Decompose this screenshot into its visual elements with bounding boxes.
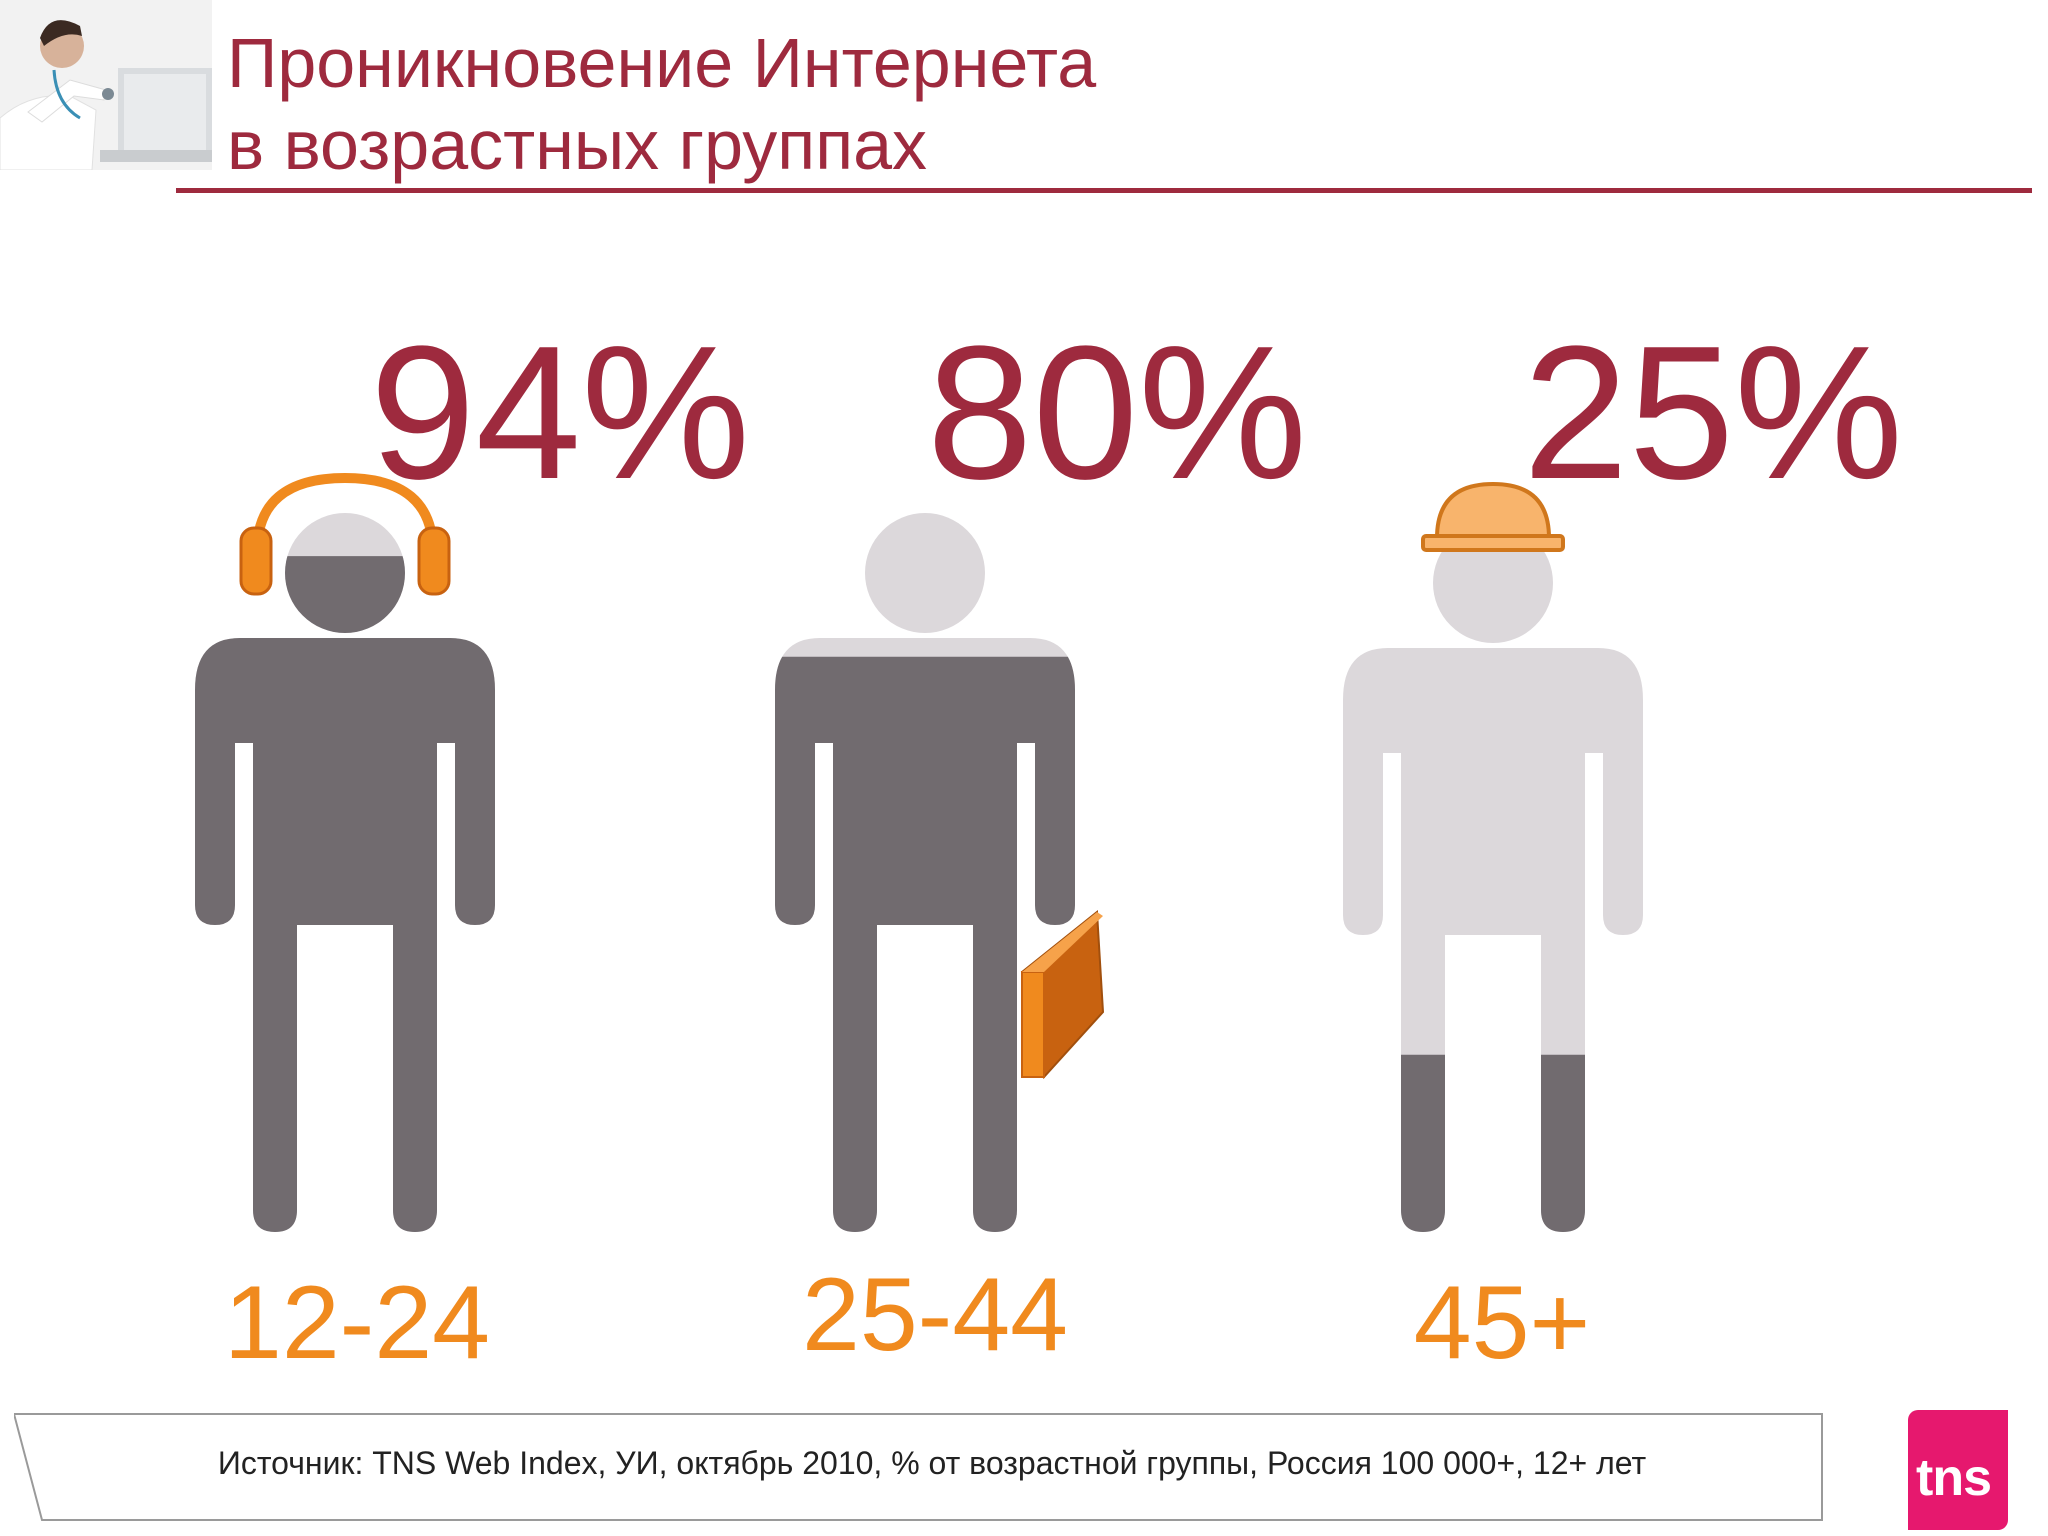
- briefcase-icon: [1020, 910, 1105, 1080]
- source-note: Источник: TNS Web Index, УИ, октябрь 201…: [217, 1444, 1647, 1481]
- page-title-line-2: в возрастных группах: [227, 106, 928, 184]
- page-title: Проникновение Интернета в возрастных гру…: [227, 22, 1927, 186]
- value-label-25-44: 80%: [927, 307, 1307, 519]
- tns-logo: tns: [1908, 1410, 2008, 1530]
- figure-filled-part: [1401, 1054, 1585, 1232]
- figure-filled-part: [195, 556, 495, 1232]
- hard-hat-icon: [1421, 481, 1565, 552]
- category-label-12-24: 12-24: [224, 1265, 490, 1380]
- category-label-45-plus: 45+: [1414, 1265, 1590, 1380]
- person-figure-12-24: [195, 472, 495, 1232]
- person-figure-25-44: [775, 513, 1105, 1232]
- person-figure-45-plus: [1343, 481, 1643, 1232]
- value-label-45-plus: 25%: [1523, 307, 1903, 519]
- figure-filled-part: [775, 656, 1075, 1232]
- penetration-chart: 94% 80% 25% 12-24 25-44 45+: [195, 307, 1903, 1380]
- figure-empty-part: [1343, 523, 1643, 1232]
- value-label-12-24: 94%: [370, 307, 750, 519]
- title-underline: [176, 188, 2032, 193]
- doctor-photo: [0, 0, 212, 170]
- headphones-icon: [239, 472, 451, 596]
- category-label-25-44: 25-44: [802, 1257, 1068, 1373]
- source-box: [14, 1413, 1823, 1521]
- page-title-line-1: Проникновение Интернета: [227, 24, 1097, 102]
